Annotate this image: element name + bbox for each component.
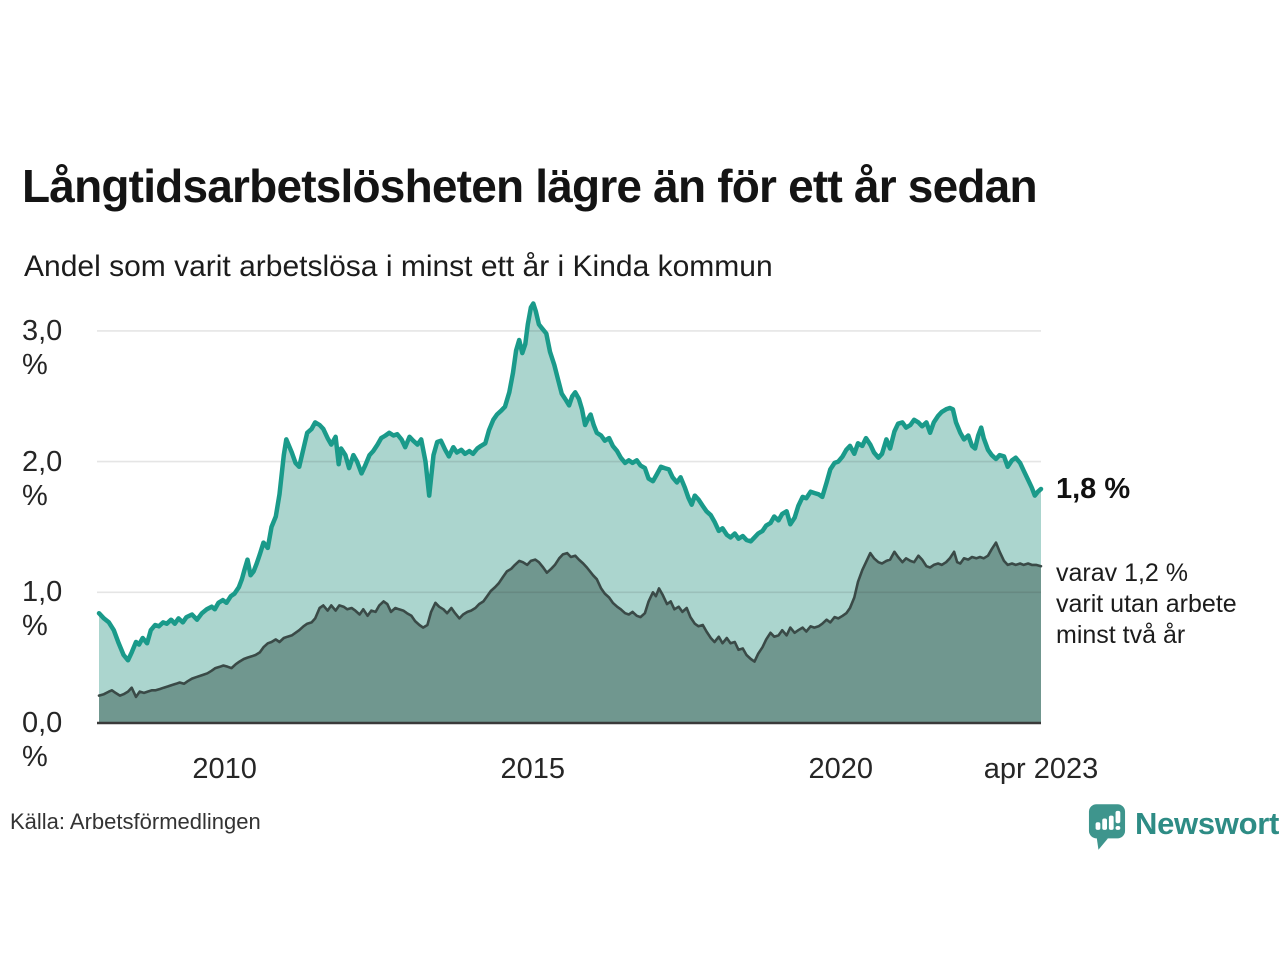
- x-axis-label-apr-2023: apr 2023: [983, 753, 1099, 785]
- newsworthy-logo: Newsworthy: [1088, 803, 1280, 851]
- area-fill-series-1: [99, 542, 1041, 723]
- y-axis-label-3: 3,0 %: [22, 314, 63, 381]
- line-series-1: [97, 541, 1043, 699]
- y-axis-label-0: 0,0 %: [22, 707, 63, 773]
- y-axis-label-2: 2,0 %: [22, 445, 63, 512]
- two-year-annotation-line1: varav 1,2 %: [1056, 559, 1189, 587]
- page-title: Långtidsarbetslösheten lägre än för ett …: [22, 159, 1038, 212]
- newsworthy-wordmark: Newsworthy: [1135, 806, 1280, 841]
- newsworthy-bubble-chart-icon: [1088, 804, 1126, 850]
- two-year-annotation-line2: varit utan arbete: [1056, 590, 1237, 618]
- two-year-annotation: varav 1,2 % varit utan arbete minst två …: [1056, 558, 1280, 651]
- latest-total-annotation: 1,8 %: [1056, 473, 1131, 505]
- x-axis-label-2020: 2020: [808, 753, 874, 785]
- source-credit: Källa: Arbetsförmedlingen: [10, 809, 261, 834]
- y-axis-label-1: 1,0 %: [22, 576, 63, 643]
- page-subtitle: Andel som varit arbetslösa i minst ett å…: [24, 250, 773, 283]
- x-axis-label-2010: 2010: [192, 753, 257, 785]
- line-series-0: [96, 301, 1044, 663]
- x-axis-label-2015: 2015: [500, 753, 565, 785]
- two-year-annotation-line3: minst två år: [1056, 621, 1186, 649]
